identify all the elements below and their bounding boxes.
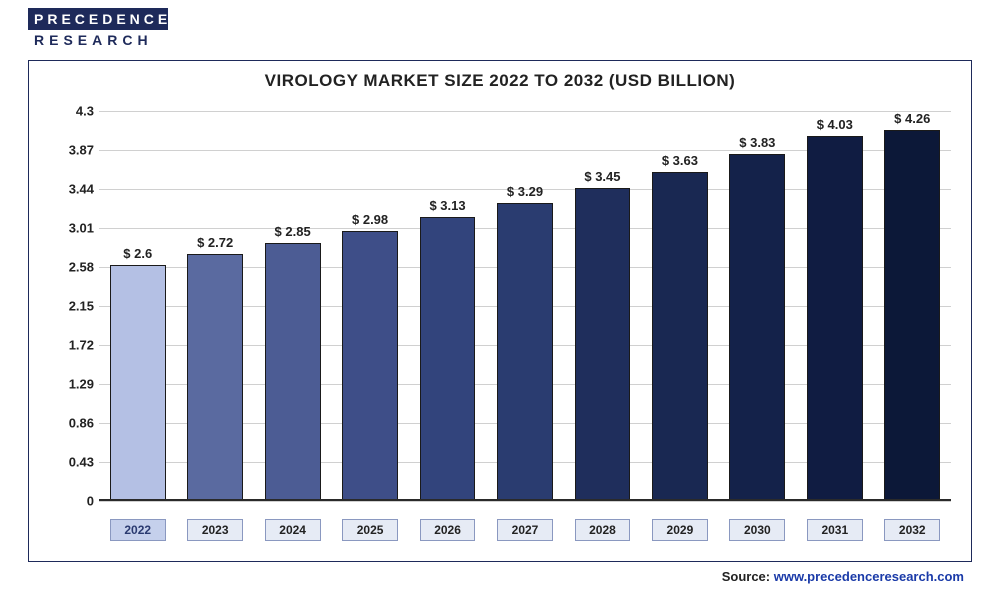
bar-column: $ 3.63: [641, 111, 718, 501]
x-tick-label: 2031: [807, 519, 863, 541]
bar: [265, 243, 321, 501]
x-tick-label: 2028: [575, 519, 631, 541]
grid-line: [99, 501, 951, 502]
y-tick-label: 2.15: [49, 299, 94, 314]
logo: PRECEDENCE RESEARCH: [28, 8, 168, 48]
bar-column: $ 2.72: [176, 111, 253, 501]
bar-column: $ 2.85: [254, 111, 331, 501]
bar: [187, 254, 243, 501]
x-axis-baseline: [99, 499, 951, 501]
bar: [420, 217, 476, 501]
x-tick-cell: 2023: [176, 519, 253, 541]
x-axis-row: 2022 2023 2024 2025 2026 2027 2028 2029 2030 2031…: [99, 519, 951, 541]
source-prefix: Source:: [722, 569, 774, 584]
x-tick-label: 2027: [497, 519, 553, 541]
y-tick-label: 1.29: [49, 377, 94, 392]
x-tick-cell: 2028: [564, 519, 641, 541]
y-tick-label: 2.58: [49, 260, 94, 275]
bar-column: $ 4.26: [874, 111, 951, 501]
bar-value-label: $ 2.85: [275, 224, 311, 239]
y-tick-label: 1.72: [49, 338, 94, 353]
x-tick-cell: 2027: [486, 519, 563, 541]
x-tick-cell: 2029: [641, 519, 718, 541]
x-tick-label: 2030: [729, 519, 785, 541]
bar: [342, 231, 398, 501]
bar-value-label: $ 2.72: [197, 235, 233, 250]
logo-bottom: RESEARCH: [28, 30, 168, 48]
x-tick-label: 2029: [652, 519, 708, 541]
bar: [110, 265, 166, 501]
bar-value-label: $ 3.45: [584, 169, 620, 184]
y-tick-label: 3.87: [49, 143, 94, 158]
bar-value-label: $ 3.29: [507, 184, 543, 199]
y-tick-label: 3.01: [49, 221, 94, 236]
x-tick-label: 2032: [884, 519, 940, 541]
bar-value-label: $ 4.03: [817, 117, 853, 132]
bar-column: $ 3.83: [719, 111, 796, 501]
x-tick-label: 2022: [110, 519, 166, 541]
x-tick-cell: 2032: [874, 519, 951, 541]
x-tick-label: 2024: [265, 519, 321, 541]
bar-value-label: $ 2.98: [352, 212, 388, 227]
bar-column: $ 4.03: [796, 111, 873, 501]
bar-value-label: $ 3.83: [739, 135, 775, 150]
source-line: Source: www.precedenceresearch.com: [722, 569, 964, 584]
bar-value-label: $ 2.6: [123, 246, 152, 261]
bar-value-label: $ 4.26: [894, 111, 930, 126]
x-tick-label: 2025: [342, 519, 398, 541]
source-link: www.precedenceresearch.com: [774, 569, 964, 584]
y-tick-label: 4.3: [49, 104, 94, 119]
bar-column: $ 2.6: [99, 111, 176, 501]
x-tick-cell: 2030: [719, 519, 796, 541]
x-tick-label: 2026: [420, 519, 476, 541]
bar: [884, 130, 940, 501]
chart-container: VIROLOGY MARKET SIZE 2022 TO 2032 (USD B…: [28, 60, 972, 562]
x-tick-cell: 2031: [796, 519, 873, 541]
x-tick-cell: 2025: [331, 519, 408, 541]
x-tick-label: 2023: [187, 519, 243, 541]
bar: [652, 172, 708, 501]
x-tick-cell: 2026: [409, 519, 486, 541]
bar-value-label: $ 3.63: [662, 153, 698, 168]
bar-column: $ 3.13: [409, 111, 486, 501]
chart-title: VIROLOGY MARKET SIZE 2022 TO 2032 (USD B…: [29, 61, 971, 99]
bar-column: $ 2.98: [331, 111, 408, 501]
y-tick-label: 0.43: [49, 455, 94, 470]
bar-value-label: $ 3.13: [429, 198, 465, 213]
logo-top: PRECEDENCE: [28, 8, 168, 30]
y-tick-label: 0.86: [49, 416, 94, 431]
y-tick-label: 3.44: [49, 182, 94, 197]
bar-column: $ 3.29: [486, 111, 563, 501]
bar: [497, 203, 553, 501]
bars-row: $ 2.6 $ 2.72 $ 2.85 $ 2.98 $ 3.13 $ 3.29 $ 3.4…: [99, 111, 951, 501]
bar: [729, 154, 785, 501]
bar: [575, 188, 631, 501]
y-tick-label: 0: [49, 494, 94, 509]
x-tick-cell: 2024: [254, 519, 331, 541]
bar-column: $ 3.45: [564, 111, 641, 501]
plot-area: 00.430.861.291.722.152.583.013.443.874.3…: [99, 111, 951, 501]
x-tick-cell: 2022: [99, 519, 176, 541]
bar: [807, 136, 863, 502]
